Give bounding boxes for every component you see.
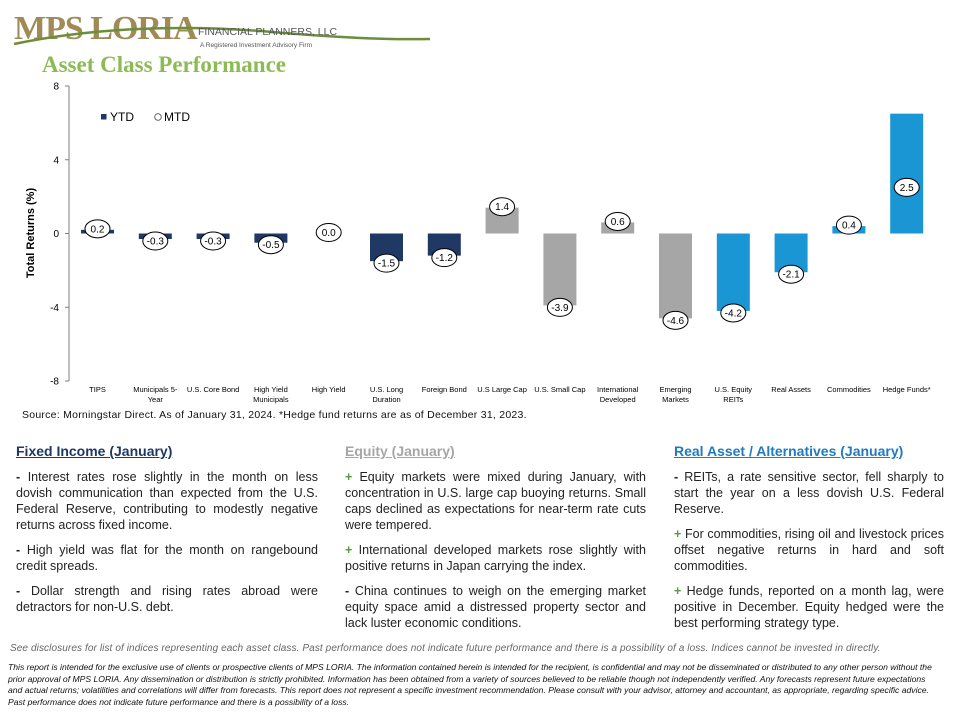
- x-axis-labels: TIPS Municipals 5-Year U.S. Core Bond High …: [89, 385, 931, 404]
- data-label-bubble: [200, 231, 227, 251]
- data-label: 0.4: [842, 221, 856, 232]
- fixed-income-point: - High yield was flat for the month on r…: [16, 543, 318, 573]
- data-label: -1.5: [378, 259, 396, 270]
- data-label-bubble: [893, 177, 920, 197]
- data-label: -0.5: [262, 240, 280, 251]
- equity-point: + Equity markets were mixed during Janua…: [345, 470, 646, 532]
- real-assets-point: + For commodities, rising oil and livest…: [674, 527, 944, 573]
- x-tick-label: U.S. Equity: [715, 385, 753, 394]
- data-label-bubble: [778, 264, 805, 284]
- data-label: -0.3: [204, 237, 222, 248]
- x-tick-label: REITs: [723, 395, 743, 404]
- x-tick-label: Duration: [372, 395, 400, 404]
- x-tick-label: Foreign Bond: [422, 385, 467, 394]
- source-note: Source: Morningstar Direct. As of Januar…: [22, 409, 527, 421]
- x-tick-label: U.S. Small Cap: [534, 385, 585, 394]
- x-tick-label: Markets: [662, 395, 689, 404]
- legend-swatch-ytd: [101, 114, 107, 120]
- x-tick-label: Developed: [600, 395, 636, 404]
- y-tick-label: 8: [53, 82, 59, 93]
- data-label: 0.6: [611, 217, 625, 228]
- data-label: -0.3: [147, 237, 165, 248]
- logo-tagline: A Registered Investment Advisory Firm: [200, 42, 312, 49]
- data-label-bubble: [489, 197, 516, 217]
- y-tick-label: -8: [50, 377, 59, 388]
- bar: [890, 113, 924, 234]
- equity-point: + International developed markets rose s…: [345, 543, 646, 573]
- x-tick-label: High Yield: [312, 385, 346, 394]
- x-tick-label: U.S. Long: [370, 385, 403, 394]
- x-tick-label: Year: [148, 395, 164, 404]
- x-tick-label: Municipals 5-: [133, 385, 178, 394]
- equity-column: Equity (January) + Equity markets were m…: [345, 443, 646, 640]
- equity-point: - China continues to weigh on the emergi…: [345, 584, 646, 630]
- data-label: -4.6: [667, 316, 685, 327]
- x-tick-label: U.S. Core Bond: [187, 385, 240, 394]
- data-label-bubble: [257, 235, 284, 255]
- real-assets-title: Real Asset / Alternatives (January): [674, 443, 904, 459]
- data-label-bubble: [315, 223, 342, 242]
- data-label-bubble: [835, 215, 862, 235]
- x-tick-label: International: [597, 385, 639, 394]
- bar: [543, 233, 577, 306]
- data-label-bubble: [662, 310, 689, 330]
- data-label-bubble: [373, 253, 400, 273]
- page-title: Asset Class Performance: [42, 52, 286, 77]
- fixed-income-title: Fixed Income (January): [16, 443, 173, 459]
- data-label-bubble: [142, 231, 169, 251]
- equity-title: Equity (January): [345, 443, 455, 459]
- bar: [427, 233, 461, 256]
- bar-series: 0.2 -0.3 -0.3 -0.5 0.0 -1.5 -1.2 1.4 -3.9 0.6 -4.6…: [81, 113, 924, 330]
- x-tick-label: High Yield: [254, 385, 288, 394]
- disclosure-note: See disclosures for list of indices repr…: [10, 643, 881, 654]
- bar: [659, 233, 692, 319]
- y-tick-label: 0: [53, 229, 59, 240]
- data-label-bubble: [431, 248, 458, 268]
- data-label: -2.1: [782, 270, 800, 281]
- data-label: -4.2: [725, 308, 743, 319]
- y-axis-title: Total Returns (%): [25, 188, 37, 279]
- data-label-bubble: [546, 297, 573, 317]
- real-assets-point: + Hedge funds, reported on a month lag, …: [674, 584, 944, 630]
- data-label-bubble: [604, 211, 631, 231]
- logo-swoosh: [13, 26, 431, 46]
- data-label: 2.5: [900, 183, 914, 194]
- data-label: -3.9: [551, 303, 569, 314]
- fixed-income-point: - Dollar strength and rising rates abroa…: [16, 584, 318, 614]
- chart-legend: YTD MTD: [101, 110, 190, 124]
- legend-label-mtd: MTD: [164, 110, 190, 124]
- real-assets-point: - REITs, a rate sensitive sector, fell s…: [674, 470, 944, 516]
- data-label-bubble: [720, 303, 747, 323]
- data-label: 0.0: [322, 228, 336, 239]
- y-tick-label: 4: [53, 155, 59, 166]
- x-tick-label: Emerging: [659, 385, 691, 394]
- bar: [716, 233, 750, 311]
- x-tick-label: TIPS: [89, 385, 106, 394]
- fixed-income-column: Fixed Income (January) - Interest rates …: [16, 443, 318, 624]
- legal-disclaimer: This report is intended for the exclusiv…: [8, 662, 932, 707]
- company-logo: MPS LORIA FINANCIAL PLANNERS, LLC A Regi…: [13, 10, 431, 49]
- data-label-bubble: [84, 219, 111, 239]
- performance-chart: -8 -4 0 4 8 0.2 -0.3 -0.3 -0.5 0.0 -1.5 -1.2 1.4 -3.…: [25, 82, 931, 405]
- x-tick-label: Commodities: [827, 385, 871, 394]
- x-tick-label: Hedge Funds*: [883, 385, 931, 394]
- y-tick-label: -4: [50, 303, 59, 314]
- legend-label-ytd: YTD: [110, 110, 134, 124]
- x-tick-label: U.S Large Cap: [477, 385, 527, 394]
- real-assets-column: Real Asset / Alternatives (January) - RE…: [674, 443, 944, 640]
- y-axis: -8 -4 0 4 8: [50, 82, 70, 388]
- data-label: 1.4: [495, 202, 509, 213]
- x-tick-label: Real Assets: [771, 385, 811, 394]
- x-tick-label: Municipals: [253, 395, 289, 404]
- legend-swatch-mtd: [154, 113, 162, 121]
- data-label: 0.2: [91, 224, 105, 235]
- data-label: -1.2: [436, 253, 454, 264]
- logo-subtitle: FINANCIAL PLANNERS, LLC: [198, 26, 337, 38]
- fixed-income-point: - Interest rates rose slightly in the mo…: [16, 470, 318, 532]
